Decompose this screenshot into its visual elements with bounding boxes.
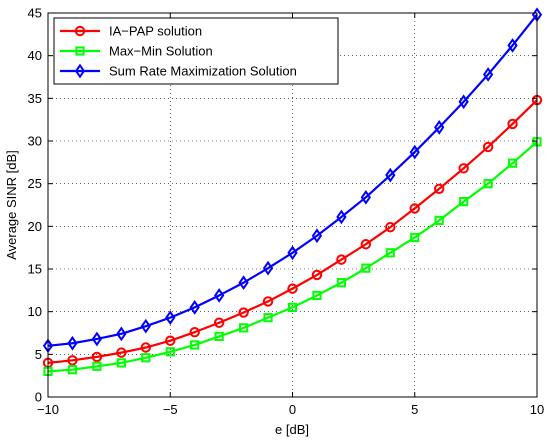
data-point-diamond — [140, 318, 151, 334]
data-point-diamond — [67, 335, 78, 351]
x-tick-label: 10 — [530, 402, 544, 417]
data-point-circle — [311, 269, 323, 281]
data-point-circle — [238, 307, 249, 318]
data-point-circle — [385, 221, 396, 233]
y-tick-label: 25 — [28, 176, 42, 191]
legend-entry: Max−Min Solution — [60, 44, 213, 59]
data-point-square — [483, 179, 493, 189]
data-point-diamond — [458, 94, 469, 110]
y-tick-label: 45 — [28, 6, 42, 21]
y-tick-label: 20 — [28, 219, 42, 234]
data-point-circle — [409, 203, 420, 214]
data-point-square — [287, 302, 298, 312]
y-axis-label: Average SINR [dB] — [4, 150, 19, 260]
data-point-diamond — [287, 245, 298, 261]
data-point-diamond — [262, 260, 274, 276]
data-point-square — [214, 331, 224, 342]
data-point-square — [190, 340, 200, 350]
legend-label: Sum Rate Maximization Solution — [109, 64, 297, 79]
series-circle — [42, 94, 543, 369]
data-point-diamond — [409, 144, 420, 160]
data-point-diamond — [507, 38, 518, 53]
y-tick-label: 0 — [35, 390, 42, 405]
y-tick-label: 15 — [28, 262, 42, 277]
data-point-circle — [213, 317, 225, 328]
data-point-square — [459, 196, 469, 207]
data-point-diamond — [91, 331, 103, 347]
x-tick-label: −10 — [37, 402, 59, 417]
data-point-square — [336, 278, 346, 288]
data-point-square — [507, 158, 518, 168]
data-point-diamond — [311, 228, 323, 244]
legend-box — [53, 17, 339, 85]
data-point-square — [410, 232, 420, 243]
data-point-diamond — [214, 288, 225, 303]
data-point-diamond — [482, 67, 494, 82]
data-point-circle — [116, 347, 127, 358]
x-axis-label: e [dB] — [275, 422, 309, 437]
data-point-square — [67, 365, 78, 375]
data-point-circle — [434, 183, 445, 194]
series-line — [47, 14, 538, 347]
legend-marker-diamond — [74, 63, 86, 79]
data-point-square — [263, 313, 273, 323]
data-point-square — [239, 323, 249, 333]
series-square — [43, 137, 542, 376]
legend-label: IA−PAP solution — [109, 24, 202, 39]
data-point-square — [312, 290, 322, 301]
data-point-circle — [458, 163, 469, 174]
series-line — [47, 141, 538, 373]
data-point-circle — [507, 118, 518, 130]
data-point-diamond — [238, 275, 249, 290]
data-point-square — [434, 215, 444, 225]
y-tick-label: 30 — [28, 134, 42, 149]
data-point-diamond — [385, 167, 396, 183]
series-line — [47, 99, 538, 364]
legend-entry: IA−PAP solution — [60, 24, 202, 39]
series-layer — [42, 7, 543, 376]
data-point-circle — [165, 335, 176, 346]
data-point-diamond — [165, 310, 176, 325]
x-tick-label: 5 — [411, 402, 418, 417]
axis-ticks: −10 −5 0 5 10 0 5 10 15 20 25 30 35 40 45 — [28, 6, 545, 418]
data-point-diamond — [189, 300, 200, 315]
y-tick-label: 10 — [28, 304, 42, 319]
data-point-circle — [189, 326, 200, 338]
data-point-square — [92, 361, 102, 371]
data-point-circle — [287, 283, 298, 294]
data-point-square — [116, 358, 126, 368]
x-tick-label: 0 — [289, 402, 296, 417]
y-tick-label: 35 — [28, 91, 42, 106]
data-point-square — [141, 353, 151, 363]
y-tick-label: 5 — [35, 347, 42, 362]
data-point-diamond — [116, 326, 127, 342]
data-point-square — [385, 248, 395, 258]
data-point-diamond — [360, 189, 371, 205]
legend-marker-circle — [74, 25, 86, 37]
data-point-circle — [67, 355, 78, 366]
data-point-diamond — [434, 120, 445, 135]
data-point-circle — [262, 296, 274, 307]
data-point-circle — [482, 141, 494, 153]
data-point-diamond — [336, 209, 347, 225]
legend-label: Max−Min Solution — [109, 44, 213, 59]
data-point-circle — [140, 342, 152, 353]
data-point-circle — [91, 351, 103, 363]
data-point-square — [361, 263, 371, 273]
legend-marker-square — [75, 46, 85, 56]
data-point-square — [165, 347, 175, 357]
data-point-circle — [360, 239, 372, 250]
data-point-circle — [336, 254, 347, 265]
legend: IA−PAP solution Max−Min Solution Sum Rate … — [53, 17, 339, 85]
y-tick-label: 40 — [28, 48, 42, 63]
legend-entry: Sum Rate Maximization Solution — [60, 64, 297, 79]
x-tick-label: −5 — [163, 402, 178, 417]
